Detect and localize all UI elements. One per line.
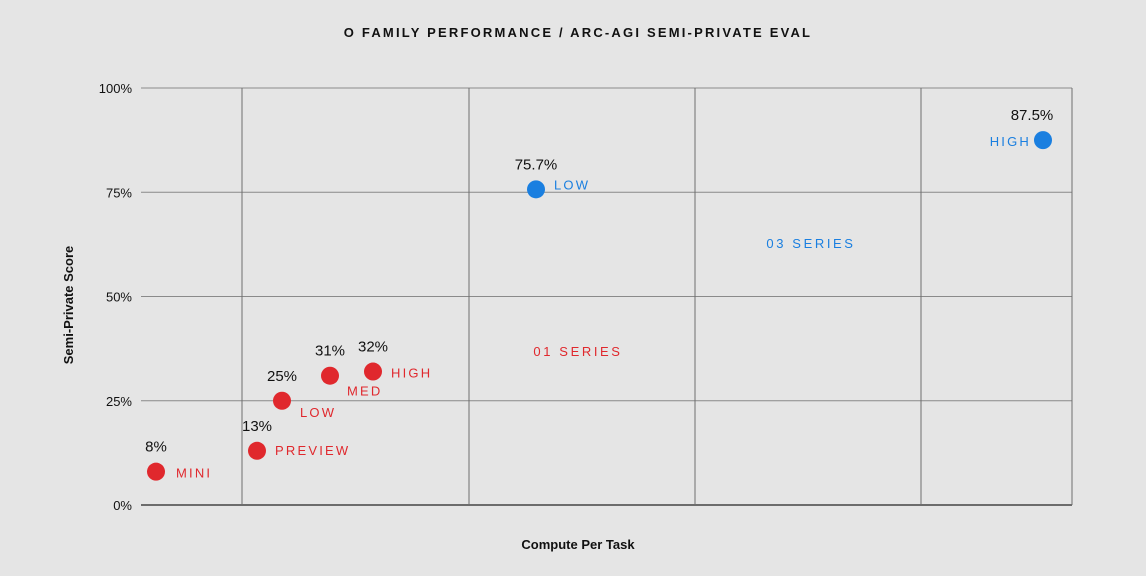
point-label: HIGH <box>990 134 1031 149</box>
series-label: 01 SERIES <box>533 344 622 359</box>
data-point <box>1034 131 1052 150</box>
y-tick-label: 25% <box>106 394 132 409</box>
data-value-label: 31% <box>315 343 345 360</box>
x-axis-label: Compute Per Task <box>521 537 635 552</box>
data-value-label: 32% <box>358 339 388 356</box>
grid <box>141 87 1073 506</box>
data-value-label: 25% <box>267 368 297 385</box>
series-label: 03 SERIES <box>766 236 855 251</box>
data-value-label: 87.5% <box>1011 107 1054 124</box>
y-axis-label: Semi-Private Score <box>61 246 76 365</box>
data-point <box>364 362 382 381</box>
data-point <box>248 441 266 460</box>
y-tick-label: 100% <box>99 81 133 96</box>
y-tick-label: 75% <box>106 185 132 200</box>
y-tick-label: 0% <box>113 498 132 513</box>
y-tick-label: 50% <box>106 290 132 305</box>
point-label: LOW <box>554 177 590 192</box>
point-label: MED <box>347 384 383 399</box>
data-point <box>527 180 545 199</box>
y-axis-ticks: 0% 25% 50% 75% 100% <box>99 81 133 513</box>
point-label: HIGH <box>391 366 432 381</box>
data-points: 8%MINI13%PREVIEW25%LOW31%MED32%HIGH75.7%… <box>145 107 1053 481</box>
data-value-label: 13% <box>242 418 272 435</box>
data-point <box>321 366 339 385</box>
point-label: MINI <box>176 466 212 481</box>
data-point <box>147 462 165 481</box>
chart-title: O FAMILY PERFORMANCE / ARC-AGI SEMI-PRIV… <box>344 25 812 40</box>
series-labels: 01 SERIES 03 SERIES <box>533 236 855 359</box>
point-label: PREVIEW <box>275 443 350 458</box>
point-label: LOW <box>300 405 336 420</box>
data-point <box>273 391 291 410</box>
data-value-label: 8% <box>145 439 167 456</box>
data-value-label: 75.7% <box>515 156 558 173</box>
